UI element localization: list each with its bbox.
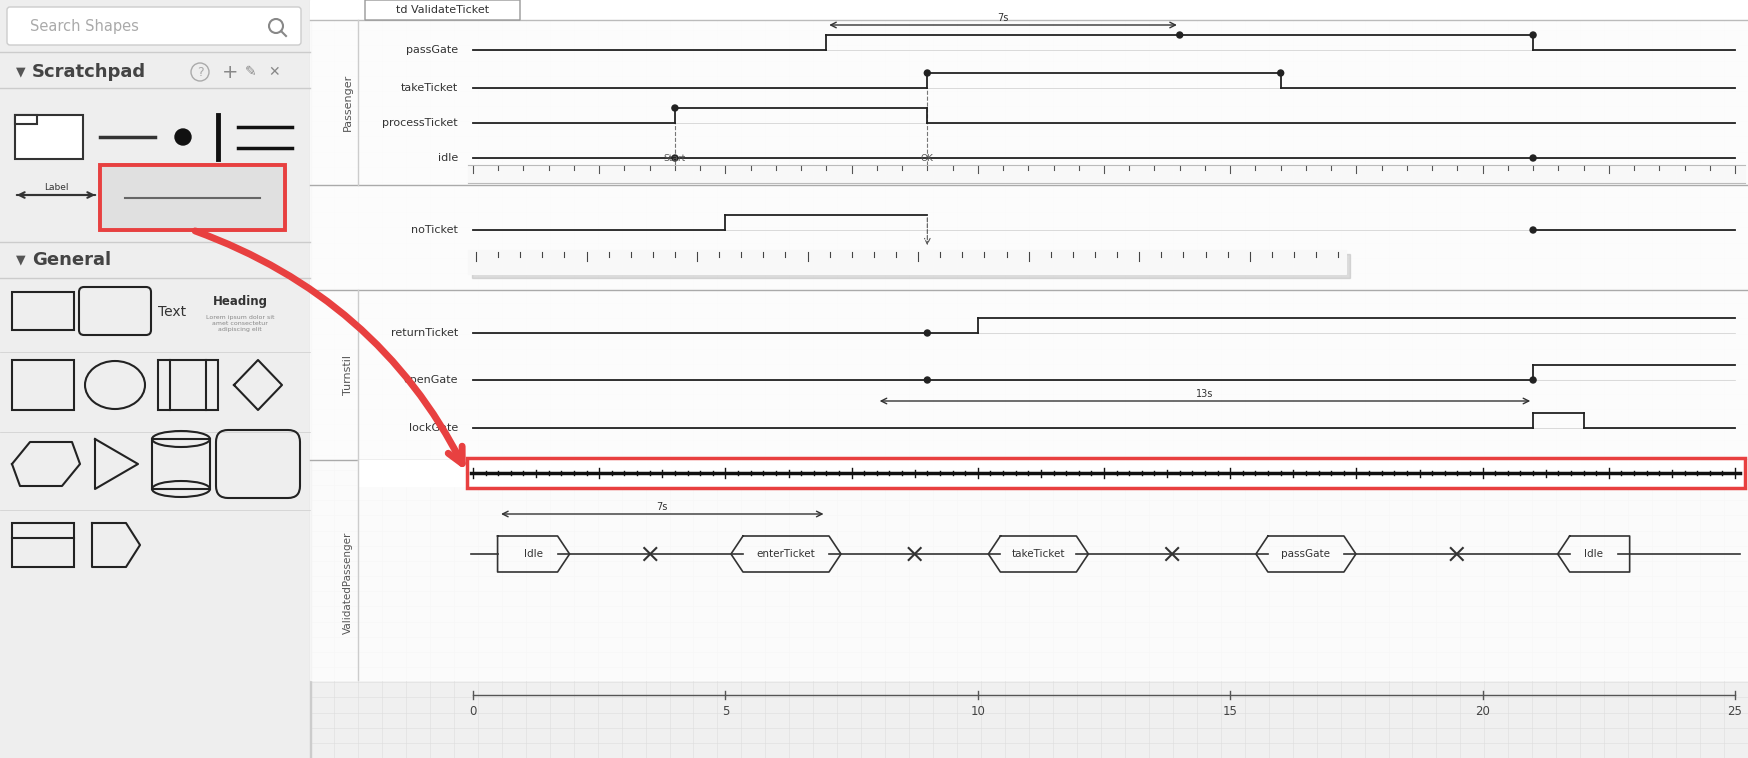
Circle shape <box>1176 32 1183 38</box>
Bar <box>467 458 1745 488</box>
Text: Search Shapes: Search Shapes <box>30 18 138 33</box>
Bar <box>309 20 1748 185</box>
Text: 15: 15 <box>1224 705 1238 718</box>
Bar <box>468 165 1745 183</box>
Text: Passenger: Passenger <box>343 74 353 131</box>
Text: 13s: 13s <box>1196 389 1213 399</box>
Text: noTicket: noTicket <box>411 225 458 235</box>
Bar <box>472 254 1349 278</box>
Text: 0: 0 <box>468 705 477 718</box>
Circle shape <box>175 129 191 145</box>
Text: Start: Start <box>664 154 685 163</box>
Text: OK: OK <box>921 154 933 163</box>
Text: ?: ? <box>198 65 203 79</box>
Text: Label: Label <box>44 183 68 193</box>
Text: Turnstil: Turnstil <box>343 355 353 395</box>
Circle shape <box>925 377 930 383</box>
Text: 20: 20 <box>1475 705 1489 718</box>
Bar <box>16 115 82 159</box>
Bar <box>152 439 210 489</box>
Text: Scratchpad: Scratchpad <box>31 63 147 81</box>
Bar <box>309 0 1748 758</box>
Circle shape <box>671 155 678 161</box>
Text: Lorem ipsum dolor sit
amet consectetur
adipiscing elit: Lorem ipsum dolor sit amet consectetur a… <box>206 315 274 331</box>
Bar <box>12 523 73 567</box>
Circle shape <box>1530 32 1536 38</box>
FancyBboxPatch shape <box>100 164 287 231</box>
Circle shape <box>1530 227 1536 233</box>
Text: ▼: ▼ <box>16 65 26 79</box>
Circle shape <box>925 70 930 76</box>
Text: openGate: openGate <box>404 375 458 385</box>
Bar <box>16 115 37 124</box>
Text: 7s: 7s <box>657 502 668 512</box>
Bar <box>358 460 1748 486</box>
Text: idle: idle <box>437 153 458 163</box>
Circle shape <box>671 105 678 111</box>
Text: processTicket: processTicket <box>383 118 458 128</box>
Bar <box>309 460 1748 680</box>
Text: takeTicket: takeTicket <box>1012 549 1065 559</box>
Bar <box>0 0 309 758</box>
Bar <box>157 360 218 410</box>
Bar <box>12 360 73 410</box>
Text: passGate: passGate <box>406 45 458 55</box>
FancyBboxPatch shape <box>7 7 301 45</box>
Text: 5: 5 <box>722 705 729 718</box>
Text: enterTicket: enterTicket <box>757 549 815 559</box>
Circle shape <box>925 330 930 336</box>
Bar <box>12 292 73 330</box>
Text: +: + <box>222 62 238 82</box>
FancyBboxPatch shape <box>365 0 519 20</box>
Text: ValidatedPassenger: ValidatedPassenger <box>343 532 353 634</box>
Text: General: General <box>31 251 112 269</box>
Text: 7s: 7s <box>998 13 1009 23</box>
Text: Heading: Heading <box>213 296 267 309</box>
Text: ✎: ✎ <box>245 65 257 79</box>
Text: Idle: Idle <box>1584 549 1603 559</box>
Circle shape <box>1530 377 1536 383</box>
Circle shape <box>1530 155 1536 161</box>
Circle shape <box>1278 70 1283 76</box>
Text: Idle: Idle <box>524 549 544 559</box>
Bar <box>309 290 1748 460</box>
Text: passGate: passGate <box>1281 549 1330 559</box>
Text: Text: Text <box>157 305 185 319</box>
Bar <box>309 185 1748 290</box>
Text: td ValidateTicket: td ValidateTicket <box>397 5 489 15</box>
Text: ▼: ▼ <box>16 253 26 267</box>
Bar <box>100 165 285 230</box>
Bar <box>468 250 1346 274</box>
Text: 10: 10 <box>970 705 986 718</box>
Text: 25: 25 <box>1727 705 1743 718</box>
Text: ✕: ✕ <box>267 65 280 79</box>
Text: lockGate: lockGate <box>409 423 458 433</box>
Bar <box>309 0 1748 20</box>
Text: returnTicket: returnTicket <box>392 328 458 338</box>
Text: takeTicket: takeTicket <box>400 83 458 93</box>
